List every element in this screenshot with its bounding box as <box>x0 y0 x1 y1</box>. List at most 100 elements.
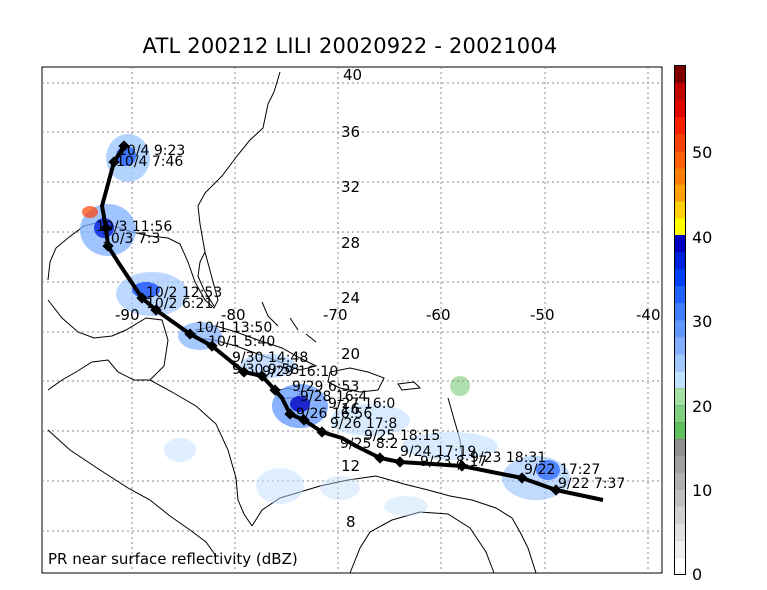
reflectivity-colorbar <box>674 65 686 575</box>
track-marker <box>456 460 468 472</box>
track-marker <box>516 472 528 484</box>
colorbar-segment <box>675 557 685 574</box>
track-marker <box>269 384 281 396</box>
lon-label: -40 <box>636 306 661 324</box>
track-label: 10/1 5:40 <box>208 334 275 350</box>
colorbar-segment <box>675 319 685 337</box>
track-labels: 10/4 9:23 10/4 7:46 10/3 11:56 10/3 7:3 … <box>96 143 625 492</box>
lon-label: -90 <box>115 306 140 324</box>
track-label: 9/30 9:58 <box>232 362 299 378</box>
colorbar-tick: 0 <box>692 565 703 584</box>
track-marker <box>150 304 162 316</box>
colorbar-segment <box>675 184 685 202</box>
lon-label: -50 <box>530 306 555 324</box>
puerto-rico <box>397 381 422 391</box>
colorbar-segment <box>675 99 685 117</box>
colorbar-segment <box>675 201 685 219</box>
track-marker <box>394 456 406 468</box>
colorbar-segment <box>675 472 685 490</box>
track-marker <box>316 426 328 438</box>
lon-label: -70 <box>323 306 348 324</box>
track-label: 10/2 6:21 <box>146 296 213 312</box>
track-label: 9/26 17:8 <box>330 416 397 432</box>
colorbar-segment <box>675 235 685 253</box>
track-label: 9/24 17:19 <box>400 444 476 460</box>
map-caption: PR near surface reflectivity (dBZ) <box>48 550 298 568</box>
colorbar-segment <box>675 506 685 524</box>
colorbar-segment <box>675 116 685 134</box>
lat-label: 20 <box>341 345 360 363</box>
lat-label: 24 <box>341 289 360 307</box>
florida <box>197 251 215 307</box>
track-label: 9/25 8:2 <box>340 436 398 452</box>
track-marker <box>256 370 268 382</box>
us-east-coast <box>99 71 281 309</box>
colorbar-segment <box>675 218 685 236</box>
colorbar-segment <box>675 455 685 473</box>
track-label: 9/26 16:56 <box>296 406 372 422</box>
track-label: 10/4 7:46 <box>116 154 183 170</box>
track-label: 9/22 17:27 <box>524 462 600 478</box>
track-label: 9/23 18:31 <box>470 450 546 466</box>
lat-label: 32 <box>341 178 360 196</box>
track-label: 9/28 16:4 <box>300 389 367 405</box>
colorbar-tick: 20 <box>692 397 713 416</box>
track-label: 9/23 8:17 <box>420 454 487 470</box>
colorbar-segment <box>675 65 685 83</box>
lat-label: 8 <box>346 513 356 531</box>
track-marker <box>136 292 148 304</box>
colorbar-segment <box>675 421 685 439</box>
colorbar-segment <box>675 523 685 541</box>
central-america-coast <box>149 379 253 527</box>
venezuela-interior <box>349 511 495 574</box>
track-label: 9/25 18:15 <box>364 428 440 444</box>
colorbar-segment <box>675 167 685 185</box>
track-marker <box>284 408 296 420</box>
lat-label: 36 <box>341 123 360 141</box>
track-label: 10/4 9:23 <box>118 143 185 159</box>
colorbar-segment <box>675 269 685 287</box>
colorbar-segment <box>675 404 685 422</box>
colorbar-tick: 30 <box>692 312 713 331</box>
colorbar-segment <box>675 540 685 558</box>
track-label: 9/27 16:0 <box>328 396 395 412</box>
track-marker <box>238 366 250 378</box>
colorbar-segment <box>675 353 685 371</box>
colorbar-segment <box>675 133 685 151</box>
central-america-west <box>47 429 217 557</box>
track-marker <box>206 340 218 352</box>
track-label: 10/1 13:50 <box>196 320 272 336</box>
track-label: 9/30 14:48 <box>232 350 308 366</box>
track-label: 9/22 7:37 <box>558 476 625 492</box>
colorbar-tick: 10 <box>692 481 713 500</box>
track-marker <box>184 328 196 340</box>
colorbar-segment <box>675 286 685 303</box>
colorbar-segment <box>675 252 685 270</box>
track-label: 10/2 12:53 <box>146 285 222 301</box>
lat-label: 12 <box>341 457 360 475</box>
lat-label: 16 <box>341 400 360 418</box>
colorbar-tick: 50 <box>692 143 713 162</box>
track-label: 9/29 16:10 <box>262 364 338 380</box>
latitude-labels: 40 36 32 28 24 20 16 12 8 <box>341 66 362 531</box>
colorbar-segment <box>675 489 685 507</box>
hispaniola <box>327 367 385 393</box>
colorbar-segment <box>675 82 685 100</box>
colorbar-segment <box>675 438 685 456</box>
lat-label: 40 <box>343 66 362 84</box>
colorbar-segment <box>675 387 685 405</box>
lat-label: 28 <box>341 234 360 252</box>
lon-label: -80 <box>221 306 246 324</box>
track-label: 10/3 7:3 <box>102 231 160 247</box>
longitude-labels: -90 -80 -70 -60 -50 -40 <box>115 306 661 324</box>
colorbar-segment <box>675 303 685 320</box>
track-marker <box>374 452 386 464</box>
yucatan-coast <box>47 299 169 391</box>
colorbar-segment <box>675 370 685 388</box>
track-label: 10/3 11:56 <box>96 219 172 235</box>
colorbar-segment <box>675 150 685 168</box>
lon-label: -60 <box>426 306 451 324</box>
track-marker <box>550 484 562 496</box>
track-label: 9/29 6:53 <box>292 379 359 395</box>
